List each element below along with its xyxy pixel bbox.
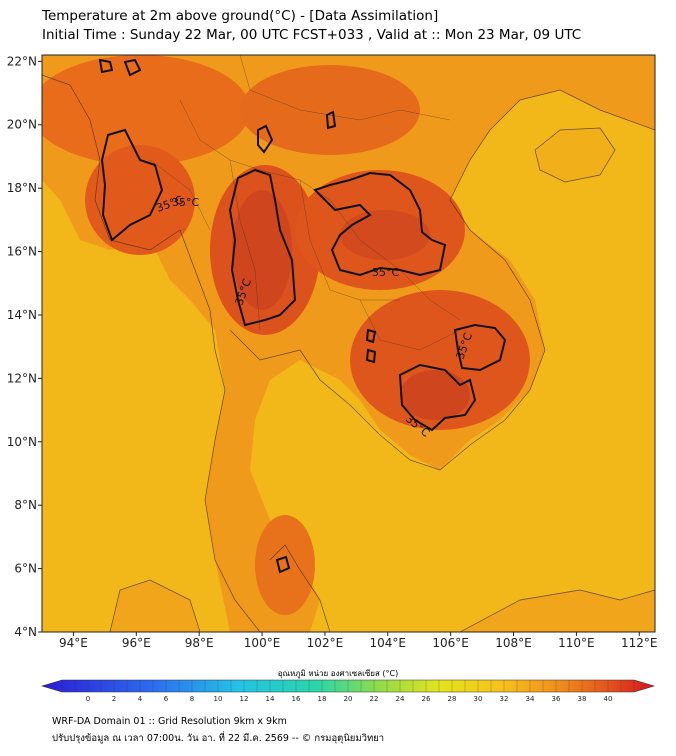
colorbar-tick-label: 2: [112, 695, 116, 703]
contour-line: [365, 348, 377, 364]
contour-line: [100, 128, 164, 242]
colorbar-tick-label: 32: [500, 695, 509, 703]
colorbar-tick-label: 14: [266, 695, 275, 703]
contour-line: [275, 555, 291, 574]
colorbar-tick-label: 18: [318, 695, 327, 703]
colorbar-ticks: 0 2 4 6 8 10 12 14 16 18 20 22 24 26 28 30 32 34 36 38 40: [61, 680, 635, 703]
footer-updated: ปรับปรุงข้อมูล ณ เวลา 07:00น. วัน อา. ที…: [52, 733, 385, 744]
lat-tick-label: 16°N: [7, 245, 37, 259]
contour-line: [123, 58, 142, 77]
contour-lines: [98, 58, 507, 574]
lat-tick-label: 20°N: [7, 118, 37, 132]
colorbar-tick-label: 24: [396, 695, 405, 703]
footer-domain: WRF-DA Domain 01 :: Grid Resolution 9km …: [52, 716, 287, 727]
lat-tick-label: 22°N: [7, 54, 37, 68]
coastlines: [42, 74, 655, 632]
colorbar: 0 2 4 6 8 10 12 14 16 18 20 22 24 26 28 30 32 34 36 38 40: [40, 679, 656, 703]
contour-line: [325, 110, 337, 130]
colorbar-tick-label: 22: [370, 695, 379, 703]
colorbar-tick-label: 20: [344, 695, 353, 703]
hot-field-north: [42, 55, 250, 165]
lon-tick-label: 94°E: [59, 636, 88, 650]
colorbar-title: อุณหภูมิ หน่วย องศาเซลเซียส (°C): [277, 669, 399, 678]
colorbar-tick-label: 26: [422, 695, 431, 703]
map-frame: [41, 54, 656, 633]
hot-core-laos: [340, 210, 430, 260]
land-field-south: [110, 580, 655, 632]
lat-tick-label: 10°N: [7, 435, 37, 449]
lon-tick-label: 112°E: [621, 636, 658, 650]
lat-tick-label: 8°N: [14, 498, 37, 512]
hot-core-thailand: [232, 190, 292, 310]
contour-line: [453, 323, 507, 372]
lon-tick-label: 102°E: [307, 636, 344, 650]
contour-line: [398, 363, 477, 432]
colorbar-tick-label: 28: [448, 695, 457, 703]
colorbar-tick-label: 8: [190, 695, 194, 703]
lon-axis: 94°E 96°E 98°E 100°E 102°E 104°E 106°E 108°E 110…: [59, 632, 658, 650]
contour-line: [228, 168, 297, 327]
colorbar-tick-label: 16: [292, 695, 301, 703]
hot-field-cambodia: [350, 290, 530, 430]
colorbar-tick-label: 10: [214, 695, 223, 703]
chart-title: Temperature at 2m above ground(°C) - [Da…: [42, 8, 439, 24]
colorbar-tick-label: 0: [86, 695, 90, 703]
colorbar-tick-label: 12: [240, 695, 249, 703]
lat-tick-label: 18°N: [7, 181, 37, 195]
lat-tick-label: 6°N: [14, 562, 37, 576]
hot-field-myanmar: [85, 145, 195, 255]
lon-tick-label: 110°E: [558, 636, 595, 650]
colorbar-tick-label: 34: [526, 695, 535, 703]
chart-subtitle: Initial Time : Sunday 22 Mar, 00 UTC FCS…: [42, 27, 582, 43]
land-field: [42, 55, 655, 632]
lon-tick-label: 100°E: [244, 636, 281, 650]
hot-field-peninsula: [255, 515, 315, 615]
lat-tick-label: 12°N: [7, 371, 37, 385]
lat-axis: 22°N 20°N 18°N 16°N 14°N 12°N 10°N 8°N 6°N 4°N: [7, 54, 42, 639]
colorbar-tick-label: 30: [474, 695, 483, 703]
lat-tick-label: 4°N: [14, 625, 37, 639]
hot-field-vietnam-north: [240, 65, 420, 155]
lon-tick-label: 96°E: [122, 636, 151, 650]
colorbar-tick-label: 6: [164, 695, 169, 703]
lon-tick-label: 104°E: [370, 636, 407, 650]
colorbar-tick-label: 40: [604, 695, 613, 703]
contour-label: 35°C: [372, 266, 399, 279]
contour-line: [98, 58, 114, 74]
lon-tick-label: 98°E: [185, 636, 214, 650]
lon-tick-label: 108°E: [495, 636, 532, 650]
colorbar-tick-label: 38: [578, 695, 587, 703]
map-field: [42, 55, 655, 632]
contour-line: [365, 328, 377, 344]
hainan-field: [535, 128, 615, 182]
contour-label: 35°C: [172, 196, 199, 209]
lon-tick-label: 106°E: [432, 636, 469, 650]
colorbar-tick-label: 36: [552, 695, 561, 703]
lat-tick-label: 14°N: [7, 308, 37, 322]
contour-line: [257, 124, 274, 154]
colorbar-tick-label: 4: [138, 695, 143, 703]
contour-line: [313, 171, 447, 277]
hot-core-cambodia: [400, 370, 470, 420]
